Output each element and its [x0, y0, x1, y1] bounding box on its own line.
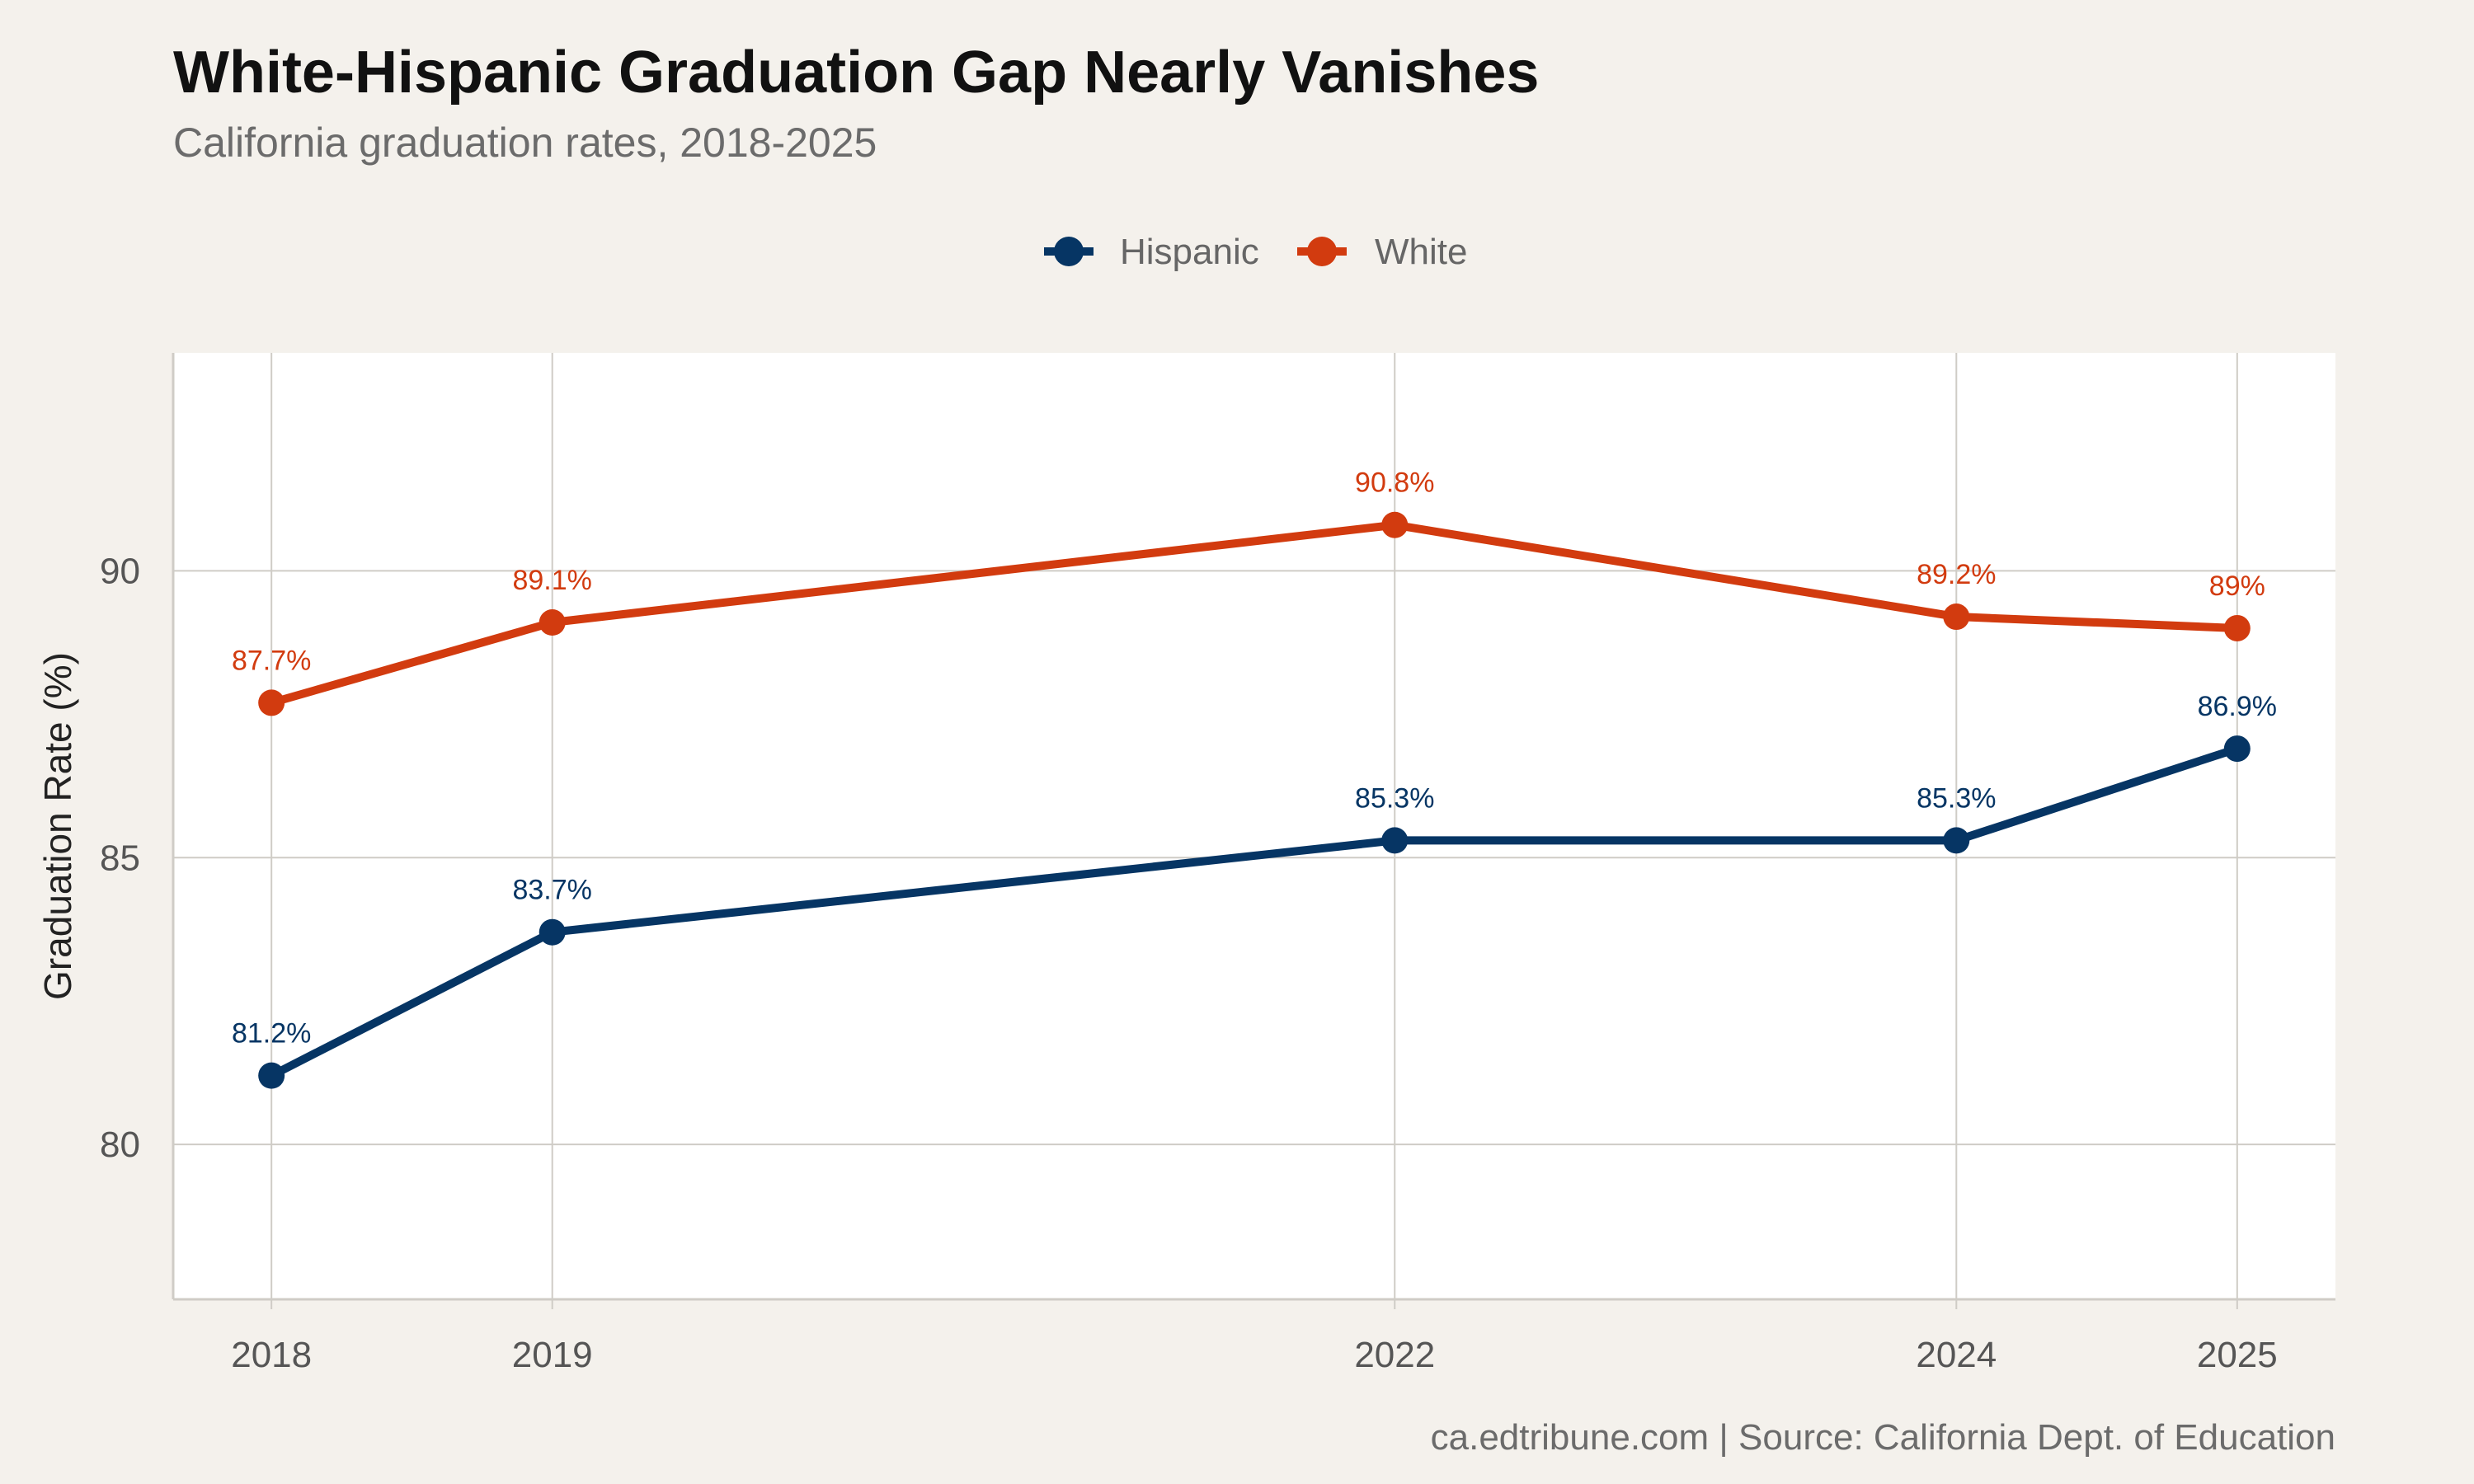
legend-item-white: White	[1297, 232, 1467, 272]
data-point-white-2019	[539, 609, 566, 636]
series-white	[258, 511, 2251, 716]
y-tick-label-90: 90	[100, 551, 140, 591]
data-point-hispanic-2024	[1943, 827, 1970, 854]
data-label-hispanic-2024: 85.3%	[1917, 782, 1996, 814]
caption: ca.edtribune.com | Source: California De…	[1431, 1417, 2335, 1458]
legend-key-hispanic-point	[1054, 237, 1084, 266]
x-tick-label-2025: 2025	[2197, 1335, 2278, 1375]
data-label-white-2018: 87.7%	[232, 645, 311, 676]
plot-panel	[173, 353, 2335, 1299]
data-label-white-2025: 89%	[2209, 571, 2265, 602]
chart-title: White-Hispanic Graduation Gap Nearly Van…	[173, 40, 1539, 106]
data-point-white-2025	[2223, 614, 2251, 641]
x-tick-label-2018: 2018	[231, 1335, 312, 1375]
data-point-hispanic-2022	[1381, 827, 1409, 854]
legend-key-white-point	[1307, 237, 1337, 266]
y-axis-tick-labels: 80 85 90	[100, 551, 140, 1165]
axes	[172, 353, 2335, 1309]
legend: Hispanic White	[1044, 232, 1467, 272]
legend-item-hispanic: Hispanic	[1044, 232, 1259, 272]
data-point-white-2024	[1943, 603, 1970, 631]
data-label-hispanic-2019: 83.7%	[512, 875, 591, 906]
y-axis-title: Graduation Rate (%)	[36, 652, 79, 1000]
x-tick-label-2024: 2024	[1916, 1335, 1997, 1375]
x-axis-tick-labels: 2018 2019 2022 2024 2025	[231, 1335, 2278, 1375]
data-point-white-2018	[258, 689, 285, 716]
data-label-hispanic-2022: 85.3%	[1355, 782, 1434, 814]
series-hispanic	[258, 735, 2251, 1089]
data-label-hispanic-2018: 81.2%	[232, 1018, 311, 1050]
data-point-hispanic-2018	[258, 1062, 285, 1089]
data-label-white-2024: 89.2%	[1917, 559, 1996, 590]
data-point-hispanic-2019	[539, 918, 566, 946]
legend-label-white: White	[1375, 232, 1467, 272]
x-tick-label-2019: 2019	[512, 1335, 593, 1375]
data-label-white-2022: 90.8%	[1355, 467, 1434, 499]
data-point-hispanic-2025	[2223, 735, 2251, 763]
data-label-white-2019: 89.1%	[512, 565, 591, 596]
series	[258, 511, 2251, 1089]
data-point-white-2022	[1381, 511, 1409, 538]
legend-label-hispanic: Hispanic	[1120, 232, 1259, 272]
y-tick-label-85: 85	[100, 838, 140, 878]
chart-subtitle: California graduation rates, 2018-2025	[173, 120, 877, 166]
data-labels: 81.2% 83.7% 85.3% 85.3% 86.9% 87.7% 89.1% 90.8%…	[232, 467, 2277, 1050]
x-tick-label-2022: 2022	[1354, 1335, 1435, 1375]
y-tick-label-80: 80	[100, 1125, 140, 1165]
data-label-hispanic-2025: 86.9%	[2198, 691, 2277, 722]
